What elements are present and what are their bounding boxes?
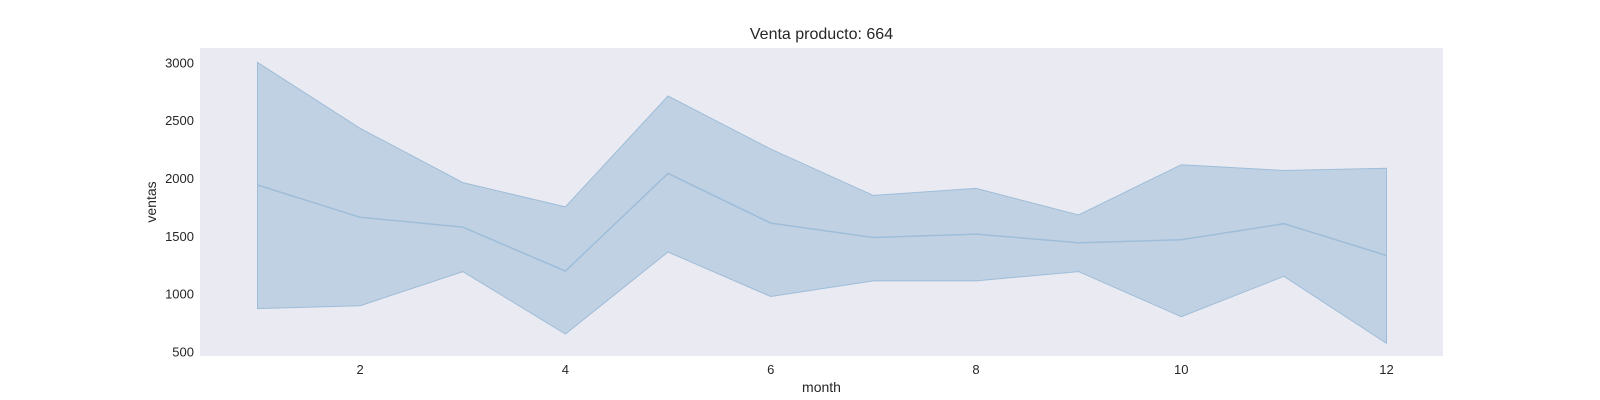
x-tick-label: 12 [1379, 362, 1393, 377]
data-point [667, 172, 669, 174]
x-axis-label: month [802, 379, 841, 395]
y-tick-label: 1000 [165, 287, 194, 302]
x-tick-label: 2 [357, 362, 364, 377]
data-point [975, 233, 977, 235]
data-point [462, 226, 464, 228]
confidence-band [257, 61, 1387, 345]
data-point [1180, 239, 1182, 241]
chart-title: Venta producto: 664 [750, 26, 893, 43]
series-line [257, 172, 1387, 272]
y-tick-label: 2000 [165, 171, 194, 186]
y-tick-label: 500 [172, 344, 194, 359]
data-point [1386, 254, 1388, 256]
y-axis-label: ventas [143, 181, 159, 222]
data-point [564, 270, 566, 272]
y-tick-label: 3000 [165, 55, 194, 70]
y-tick-label: 1500 [165, 229, 194, 244]
x-tick-label: 8 [972, 362, 979, 377]
y-tick-label: 2500 [165, 113, 194, 128]
data-point [359, 216, 361, 218]
x-tick-label: 6 [767, 362, 774, 377]
data-point [1078, 242, 1080, 244]
data-point [1283, 223, 1285, 225]
data-point [770, 222, 772, 224]
x-tick-label: 4 [562, 362, 569, 377]
x-tick-label: 10 [1174, 362, 1188, 377]
data-point [256, 184, 258, 186]
data-point [872, 237, 874, 239]
